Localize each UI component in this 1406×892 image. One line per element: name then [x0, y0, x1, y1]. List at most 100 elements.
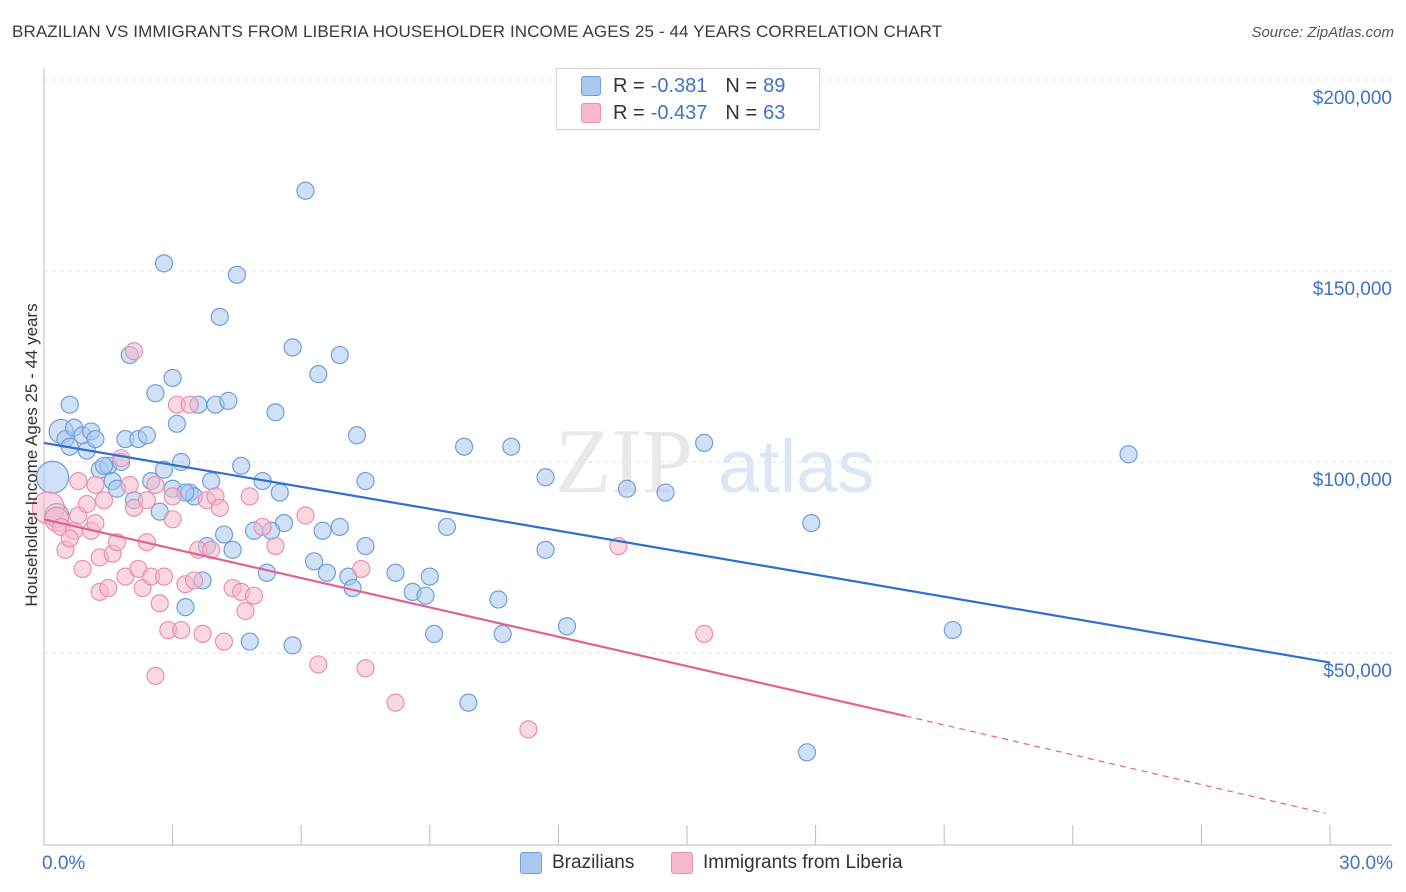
point-72	[493, 624, 512, 644]
point-27	[167, 414, 186, 433]
point-56	[695, 624, 714, 644]
point-67	[424, 624, 444, 644]
legend-n-label: N =	[725, 101, 758, 124]
point-70	[459, 693, 478, 712]
point-73	[502, 437, 521, 456]
legend-swatch-blue	[581, 76, 601, 96]
point-5	[60, 395, 79, 414]
point-38	[214, 525, 234, 544]
point-8	[77, 494, 96, 514]
point-43	[240, 632, 259, 651]
point-82	[943, 620, 962, 640]
point-61	[356, 536, 375, 556]
watermark: ZIP atlas	[555, 410, 874, 512]
point-26	[146, 666, 165, 686]
point-48	[270, 483, 289, 502]
point-66	[420, 567, 439, 586]
grid-lines	[44, 79, 1392, 654]
source-label: Source: ZipAtlas.com	[1251, 24, 1394, 41]
legend-r-label: R =	[613, 101, 645, 124]
point-52	[356, 659, 375, 678]
point-65	[416, 586, 435, 605]
point-50	[309, 655, 328, 674]
point-47	[266, 403, 285, 422]
trend-line-brazilians	[43, 441, 1331, 664]
legend-n-value: 89	[763, 74, 786, 97]
legend-n-value: 63	[763, 101, 786, 124]
trend-line-liberia	[43, 518, 906, 718]
point-60	[347, 426, 367, 445]
point-0	[35, 460, 70, 494]
bottom-legend-label: Immigrants from Liberia	[703, 852, 903, 873]
point-37	[210, 307, 229, 326]
point-88	[330, 517, 349, 537]
y-tick-label-1: $100,000	[1313, 470, 1392, 491]
x-tick-label-0: 0.0%	[42, 853, 85, 874]
point-27	[150, 594, 169, 613]
point-35	[202, 472, 221, 491]
point-7	[73, 559, 92, 579]
point-14	[99, 578, 118, 598]
point-35	[184, 571, 204, 590]
point-19	[137, 426, 156, 445]
point-76	[557, 617, 577, 636]
point-85	[94, 456, 114, 475]
point-52	[296, 181, 315, 200]
legend-n-label: N =	[725, 74, 758, 97]
trend-line-liberia-extension	[905, 715, 1326, 815]
y-tick-label-3: $200,000	[1313, 88, 1392, 109]
point-19	[120, 475, 139, 495]
point-83	[1119, 445, 1138, 464]
x-tick-label-1: 30.0%	[1339, 853, 1393, 874]
point-41	[210, 498, 229, 517]
point-81	[802, 514, 821, 533]
point-49	[296, 506, 315, 525]
liberia-points	[31, 342, 714, 739]
point-74	[536, 468, 555, 487]
point-60	[60, 529, 79, 548]
bottom-legend-brazilians: Brazilians	[520, 852, 634, 874]
legend-r-label: R =	[613, 74, 645, 97]
point-58	[163, 487, 182, 506]
legend-row-liberia: R = -0.437 N = 63	[581, 100, 785, 126]
point-51	[352, 559, 371, 579]
point-10	[86, 475, 105, 495]
point-13	[94, 491, 114, 510]
point-26	[163, 368, 182, 388]
point-29	[176, 598, 195, 617]
legend-r-value: -0.437	[650, 101, 708, 124]
point-51	[283, 338, 302, 357]
point-37	[193, 624, 212, 644]
point-50	[283, 636, 302, 655]
legend: R = -0.381 N = 89 R = -0.437 N = 63	[556, 68, 820, 130]
point-56	[317, 563, 337, 582]
axes	[43, 68, 1392, 846]
point-57	[124, 342, 144, 361]
point-42	[232, 456, 251, 475]
point-71	[489, 590, 508, 609]
point-40	[223, 540, 242, 559]
point-21	[146, 384, 165, 403]
y-axis-title: Householder Income Ages 25 - 44 years	[22, 303, 41, 606]
point-41	[227, 265, 246, 284]
point-77	[617, 479, 637, 498]
point-62	[356, 472, 375, 491]
chart-title: BRAZILIAN VS IMMIGRANTS FROM LIBERIA HOU…	[12, 22, 943, 41]
point-80	[797, 743, 817, 762]
y-tick-label-0: $50,000	[1323, 661, 1392, 682]
bottom-legend: Brazilians Immigrants from Liberia	[0, 852, 1406, 878]
tick-labels: $50,000 $100,000 $150,000 $200,000 0.0% 30.0%	[42, 88, 1393, 874]
bottom-legend-liberia: Immigrants from Liberia	[671, 852, 903, 874]
point-75	[536, 540, 555, 559]
y-tick-label-2: $150,000	[1313, 279, 1392, 300]
point-30	[163, 510, 182, 529]
point-57	[330, 345, 349, 365]
bottom-legend-swatch-blue	[520, 852, 542, 874]
point-5	[69, 472, 88, 491]
point-23	[154, 460, 174, 479]
point-79	[695, 433, 714, 452]
point-69	[454, 437, 474, 456]
point-32	[172, 620, 191, 640]
trend-lines	[43, 441, 1331, 815]
legend-row-brazilians: R = -0.381 N = 89	[581, 73, 785, 99]
